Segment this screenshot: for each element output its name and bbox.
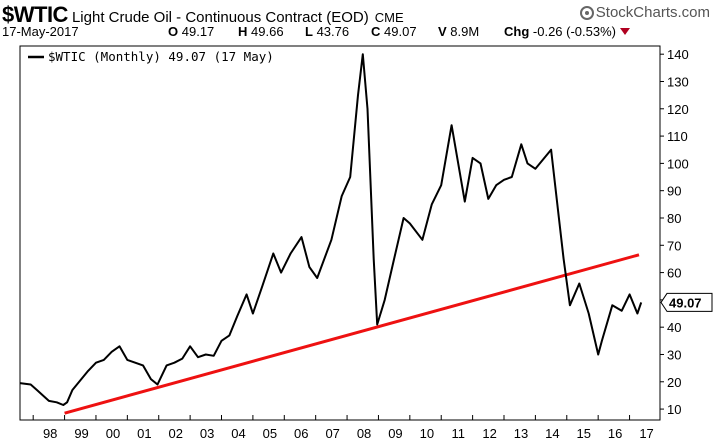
x-tick-label: 11: [451, 426, 465, 441]
open-value: 49.17: [181, 24, 215, 39]
x-tick-label: 04: [231, 426, 245, 441]
y-tick-label: 130: [667, 74, 689, 89]
x-tick-label: 12: [482, 426, 496, 441]
x-tick-label: 99: [74, 426, 88, 441]
low-value: 43.76: [316, 24, 350, 39]
x-tick-label: 02: [169, 426, 183, 441]
x-tick-label: 00: [106, 426, 120, 441]
x-tick-label: 10: [420, 426, 434, 441]
low-quote: L 43.76: [305, 24, 349, 39]
stockcharts-logo-icon: [579, 6, 594, 20]
x-tick-label: 14: [545, 426, 559, 441]
x-axis: 98 99 00 01 02 03 04 05 06 07 08 09 10 11 12 13 14 15 16 17: [32, 415, 654, 441]
close-label: C: [371, 24, 381, 39]
change-quote: Chg -0.26 (-0.53%): [504, 24, 630, 39]
x-tick-label: 16: [608, 426, 622, 441]
legend: $WTIC (Monthly) 49.07 (17 May): [28, 49, 274, 64]
y-tick-label: 140: [667, 47, 689, 62]
volume-quote: V 8.9M: [438, 24, 479, 39]
change-label: Chg: [504, 24, 530, 39]
y-tick-label: 70: [667, 238, 681, 253]
open-quote: O 49.17: [168, 24, 214, 39]
plot-frame: [19, 45, 661, 421]
y-tick-label: 110: [667, 129, 688, 144]
high-value: 49.66: [251, 24, 284, 39]
y-tick-label: 90: [667, 184, 681, 199]
y-tick-label: 20: [667, 375, 681, 390]
support-trendline: [64, 253, 640, 415]
y-tick-label: 30: [667, 347, 681, 362]
y-axis: 102030405060708090100110120130140: [660, 47, 689, 417]
low-label: L: [305, 24, 313, 39]
x-tick-label: 98: [43, 426, 57, 441]
x-tick-label: 17: [639, 426, 653, 441]
x-tick-label: 15: [577, 426, 591, 441]
brand-link[interactable]: StockCharts.com: [579, 4, 710, 21]
close-quote: C 49.07: [371, 24, 417, 39]
last-price-label: 49.07: [669, 295, 702, 310]
x-tick-label: 08: [357, 426, 371, 441]
instrument-description: Light Crude Oil - Continuous Contract (E…: [71, 9, 369, 26]
exchange-label: CME: [374, 10, 404, 25]
quote-date: 17-May-2017: [2, 24, 79, 39]
down-arrow-icon: [620, 28, 630, 35]
x-tick-label: 03: [200, 426, 214, 441]
volume-value: 8.9M: [450, 24, 480, 39]
open-label: O: [168, 24, 179, 39]
last-price-marker: [660, 292, 713, 312]
ticker-symbol[interactable]: $WTIC: [2, 2, 68, 27]
price-line: [19, 53, 643, 406]
high-quote: H 49.66: [238, 24, 284, 39]
x-tick-label: 07: [325, 426, 339, 441]
x-tick-label: 09: [388, 426, 402, 441]
title-row: $WTIC Light Crude Oil - Continuous Contra…: [2, 2, 404, 28]
x-tick-label: 06: [294, 426, 308, 441]
x-tick-label: 01: [137, 426, 151, 441]
x-tick-label: 05: [263, 426, 277, 441]
change-value: -0.26 (-0.53%): [532, 24, 616, 39]
close-value: 49.07: [384, 24, 417, 39]
last-price-tag: 49.07: [660, 292, 713, 312]
brand-name: StockCharts.com: [595, 4, 710, 21]
y-tick-label: 120: [667, 102, 689, 117]
legend-label: $WTIC (Monthly) 49.07 (17 May): [48, 49, 274, 64]
volume-label: V: [438, 24, 447, 39]
y-tick-label: 80: [667, 211, 681, 226]
y-tick-label: 100: [667, 156, 689, 171]
chart-header: $WTIC Light Crude Oil - Continuous Contra…: [0, 0, 720, 44]
x-tick-label: 13: [514, 426, 528, 441]
y-tick-label: 60: [667, 266, 681, 281]
y-tick-label: 40: [667, 320, 681, 335]
high-label: H: [238, 24, 248, 39]
y-tick-label: 10: [667, 402, 681, 417]
